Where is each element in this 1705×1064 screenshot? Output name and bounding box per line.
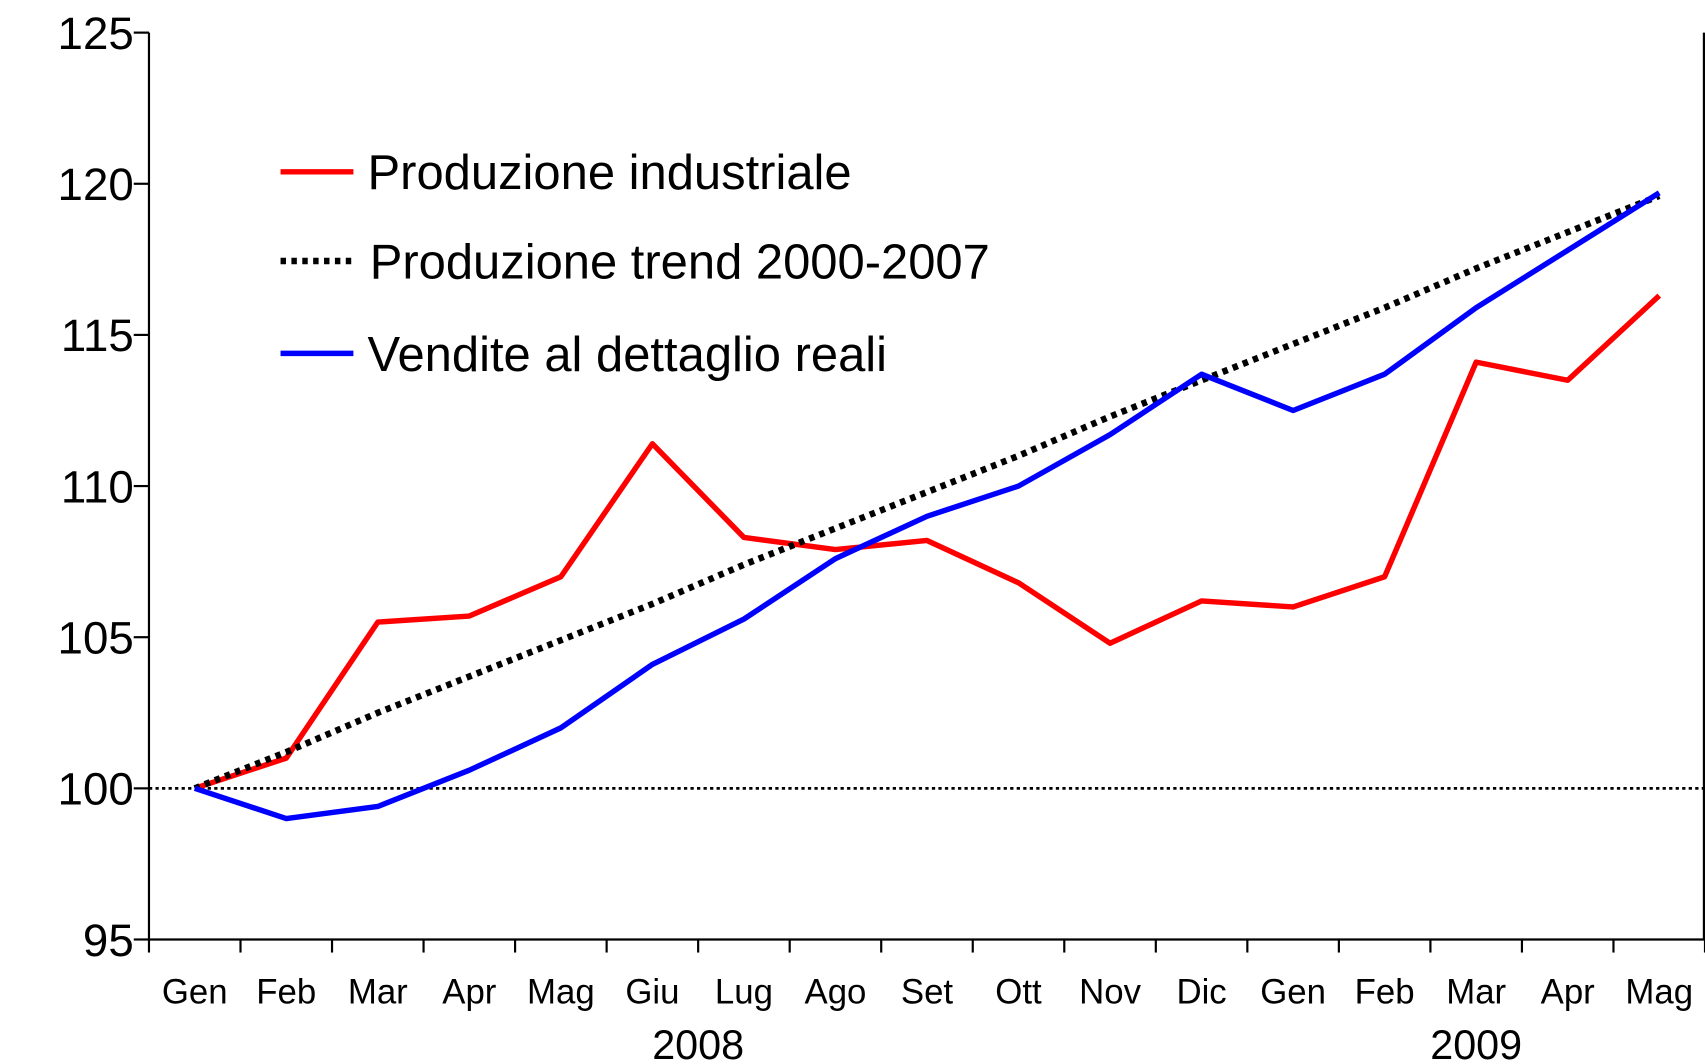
x-tick-label: Feb (256, 974, 316, 1012)
y-tick-label: 95 (83, 915, 134, 966)
x-tick-label: Set (901, 974, 954, 1012)
series-line (193, 293, 1662, 791)
x-tick-label: Mag (1625, 974, 1693, 1012)
y-tick-label: 110 (61, 461, 134, 512)
x-tick-label: Dic (1176, 974, 1226, 1012)
x-tick-label: Ago (805, 974, 867, 1012)
year-label: 2008 (652, 1022, 744, 1064)
x-tick-label: Mag (527, 974, 595, 1012)
y-tick-label: 125 (58, 8, 134, 59)
y-tick-label: 120 (58, 159, 134, 210)
y-tick-label: 100 (58, 764, 134, 815)
year-label: 2009 (1430, 1022, 1522, 1064)
x-tick-label: Gen (1260, 974, 1326, 1012)
x-tick-label: Mar (1446, 974, 1506, 1012)
x-tick-label: Apr (442, 974, 496, 1012)
legend-label: Produzione trend 2000-2007 (370, 235, 990, 289)
series-line (193, 192, 1661, 792)
legend-label: Vendite al dettaglio reali (368, 328, 887, 382)
x-tick-label: Mar (348, 974, 408, 1012)
x-tick-label: Giu (625, 974, 679, 1012)
legend-label: Produzione industriale (368, 146, 852, 200)
x-tick-label: Gen (162, 974, 228, 1012)
x-tick-label: Apr (1541, 974, 1595, 1012)
y-tick-label: 115 (61, 310, 134, 361)
x-tick-label: Lug (715, 974, 773, 1012)
x-tick-label: Ott (995, 974, 1042, 1012)
series-line (193, 190, 1661, 822)
y-tick-label: 105 (58, 613, 134, 664)
x-tick-label: Nov (1079, 974, 1141, 1012)
x-tick-label: Feb (1355, 974, 1415, 1012)
